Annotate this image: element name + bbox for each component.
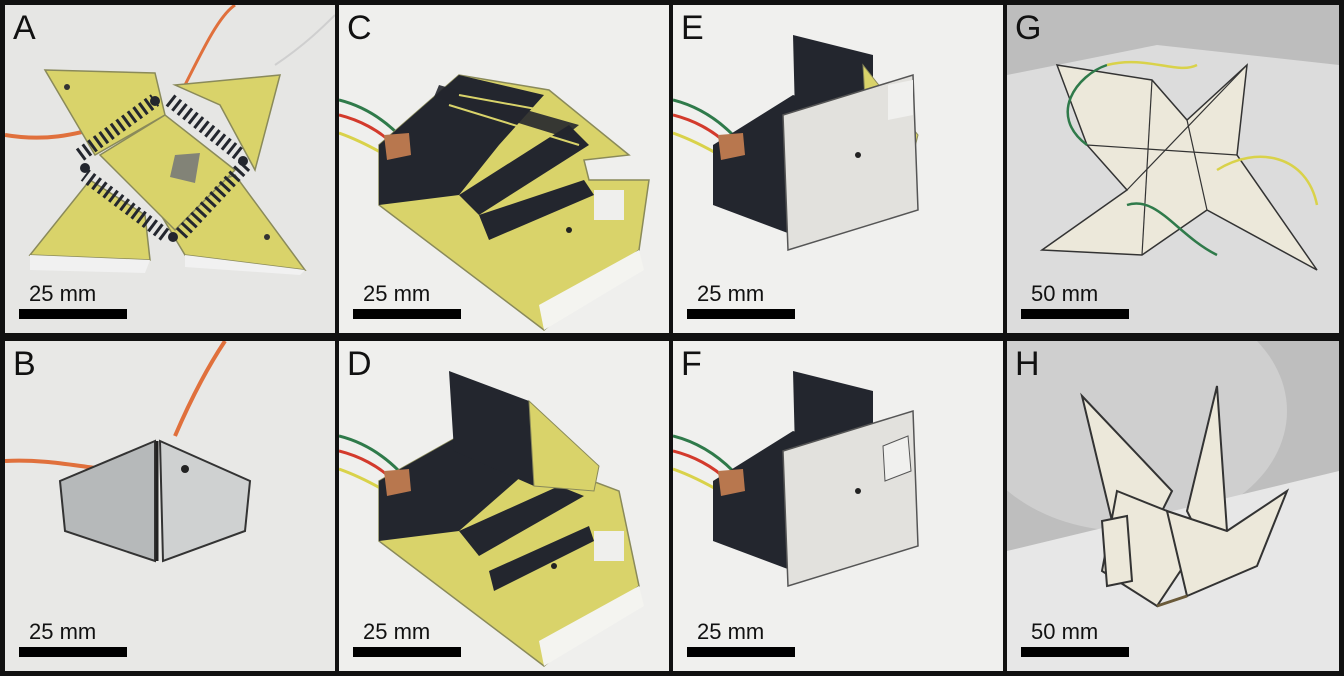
panel-b: B 25 mm <box>5 341 335 671</box>
scale-bar: 50 mm <box>1021 283 1133 319</box>
scale-label: 25 mm <box>29 619 97 644</box>
scale-line <box>1021 309 1129 319</box>
panel-h: H 50 mm <box>1007 341 1339 671</box>
panel-c-photo <box>339 5 669 333</box>
panel-d-photo <box>339 341 669 671</box>
panel-label: F <box>681 345 702 383</box>
scale-line <box>19 309 127 319</box>
scale-bar: 25 mm <box>687 283 799 319</box>
scale-line <box>687 647 795 657</box>
scale-bar: 25 mm <box>353 283 465 319</box>
scale-label: 25 mm <box>363 619 431 644</box>
panel-a: A 25 mm <box>5 5 335 333</box>
scale-label: 25 mm <box>363 281 431 306</box>
panel-g-photo <box>1007 5 1339 333</box>
panel-label: D <box>347 345 372 383</box>
panel-d: D 25 mm <box>339 341 669 671</box>
panel-label: H <box>1015 345 1040 383</box>
panel-label: B <box>13 345 36 383</box>
scale-bar: 25 mm <box>19 621 131 657</box>
scale-bar: 25 mm <box>19 283 131 319</box>
scale-line <box>353 309 461 319</box>
panel-b-photo <box>5 341 335 671</box>
scale-label: 25 mm <box>29 281 97 306</box>
panel-label: G <box>1015 9 1042 47</box>
scale-bar: 25 mm <box>353 621 465 657</box>
panel-f: F 25 mm <box>673 341 1003 671</box>
scale-label: 25 mm <box>697 619 765 644</box>
scale-label: 25 mm <box>697 281 765 306</box>
panel-label: E <box>681 9 704 47</box>
panel-g: G 50 mm <box>1007 5 1339 333</box>
panel-label: C <box>347 9 372 47</box>
scale-line <box>353 647 461 657</box>
panel-h-photo <box>1007 341 1339 671</box>
panel-f-photo <box>673 341 1003 671</box>
panel-label: A <box>13 9 36 47</box>
scale-label: 50 mm <box>1031 619 1099 644</box>
scale-bar: 50 mm <box>1021 621 1133 657</box>
panel-c: C 25 mm <box>339 5 669 333</box>
panel-e-photo <box>673 5 1003 333</box>
scale-line <box>687 309 795 319</box>
scale-line <box>19 647 127 657</box>
scale-bar: 25 mm <box>687 621 799 657</box>
panel-e: E 25 mm <box>673 5 1003 333</box>
scale-line <box>1021 647 1129 657</box>
scale-label: 50 mm <box>1031 281 1099 306</box>
panel-a-photo <box>5 5 335 333</box>
